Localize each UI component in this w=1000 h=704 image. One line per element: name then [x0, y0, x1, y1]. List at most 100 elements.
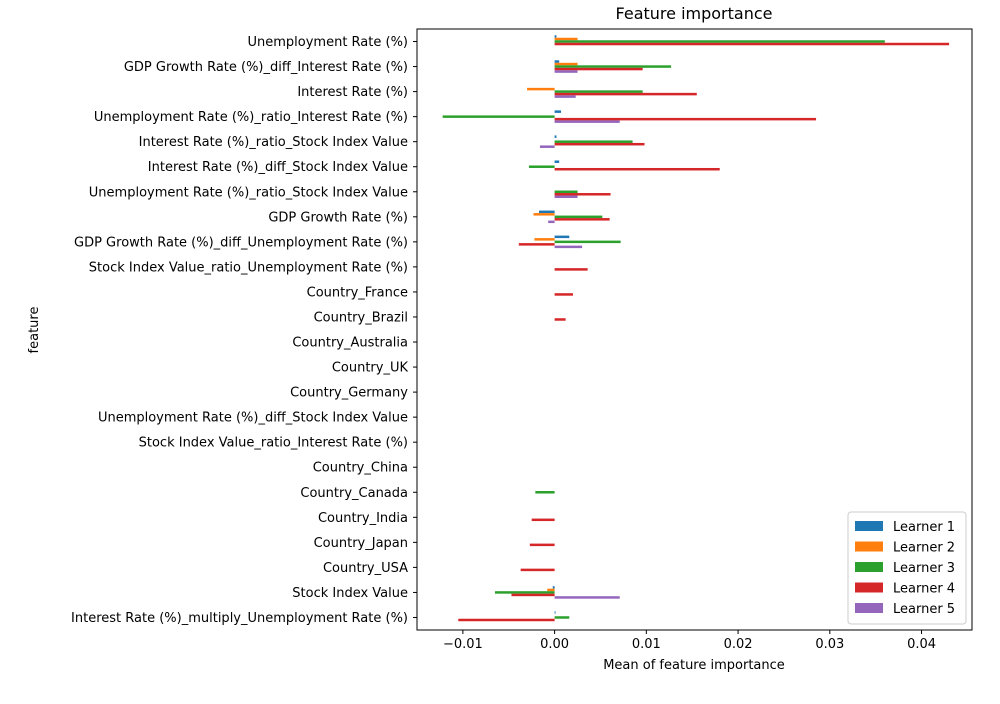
bar [554, 67, 643, 71]
y-tick-label: Unemployment Rate (%)_diff_Stock Index V… [98, 411, 408, 426]
y-tick-label: Unemployment Rate (%)_ratio_Interest Rat… [94, 110, 408, 125]
bar [511, 593, 555, 597]
legend-swatch [855, 603, 883, 613]
bar [547, 588, 555, 592]
x-axis-label: Mean of feature importance [603, 658, 785, 673]
bar [554, 160, 560, 163]
chart-title: Feature importance [616, 4, 773, 23]
bar [554, 142, 645, 146]
bar [554, 37, 578, 41]
y-tick-label: Country_UK [332, 361, 409, 376]
bar [554, 135, 557, 138]
y-tick-label: Interest Rate (%)_multiply_Unemployment … [71, 611, 408, 626]
y-tick-label: Interest Rate (%)_diff_Stock Index Value [148, 160, 408, 175]
y-tick-label: Interest Rate (%)_ratio_Stock Index Valu… [139, 135, 408, 150]
bar [554, 110, 562, 113]
bar [458, 618, 555, 622]
bar [494, 591, 555, 594]
bar [554, 35, 557, 38]
bar [520, 568, 555, 572]
bar [554, 95, 576, 98]
legend-swatch [855, 541, 883, 552]
y-tick-label: Unemployment Rate (%)_ratio_Stock Index … [89, 185, 408, 200]
legend-label: Learner 2 [893, 541, 955, 556]
bar [554, 117, 817, 121]
y-tick-label: Country_Germany [290, 386, 408, 401]
plot-frame [416, 28, 973, 631]
bar [535, 491, 555, 494]
bar [533, 213, 555, 216]
y-tick-label: GDP Growth Rate (%)_diff_Interest Rate (… [124, 60, 408, 75]
x-tick-label: −0.01 [443, 637, 483, 652]
y-tick-label: GDP Growth Rate (%) [268, 210, 408, 225]
bar [518, 243, 555, 246]
y-tick-label: GDP Growth Rate (%)_diff_Unemployment Ra… [74, 235, 408, 250]
bar [442, 115, 555, 118]
axes-layer: −0.01 0.00 0.01 0.02 0.03 0.04 Unemployment Ra… [71, 28, 973, 652]
bar [554, 293, 573, 296]
legend: Learner 1 Learner 2 Learner 3 Learner 4 Lear… [847, 511, 967, 625]
y-tick-label: Country_Australia [292, 336, 408, 351]
bar [554, 268, 588, 271]
bar [554, 42, 950, 46]
bar [554, 611, 556, 614]
bar [554, 616, 570, 619]
bar [554, 62, 578, 66]
bars-layer [442, 35, 950, 622]
bar [554, 167, 720, 171]
y-tick-label: Country_Brazil [314, 310, 408, 325]
bar [554, 215, 603, 219]
y-tick-label: Country_Japan [314, 536, 408, 551]
legend-box [847, 511, 967, 625]
bar [554, 245, 583, 249]
y-tick-label: Stock Index Value [292, 586, 408, 601]
bar [554, 92, 697, 96]
y-tick-label: Country_France [307, 285, 408, 300]
bar [534, 238, 555, 241]
bar [539, 210, 555, 214]
y-tick-label: Country_China [313, 461, 408, 476]
bar [548, 220, 555, 224]
x-tick-label: 0.03 [815, 637, 844, 652]
y-tick-label: Interest Rate (%) [297, 85, 408, 100]
legend-swatch [855, 521, 883, 531]
bar [554, 60, 560, 63]
legend-swatch [855, 582, 883, 593]
y-tick-label: Unemployment Rate (%) [248, 35, 409, 50]
bar [554, 218, 610, 221]
legend-label: Learner 3 [893, 561, 955, 576]
bar [528, 165, 555, 168]
y-axis-label: feature [27, 307, 42, 354]
bar [554, 120, 620, 123]
bar [554, 40, 885, 43]
bar [554, 65, 672, 68]
legend-label: Learner 1 [893, 520, 955, 535]
x-tick-label: 0.04 [907, 637, 936, 652]
bar [554, 235, 570, 239]
legend-label: Learner 4 [893, 582, 955, 597]
bar [554, 195, 578, 199]
legend-label: Learner 5 [893, 602, 955, 617]
bar [554, 240, 621, 244]
bar [554, 140, 633, 143]
bar [554, 70, 578, 73]
bar [527, 87, 555, 91]
legend-swatch [855, 562, 883, 572]
bar [554, 596, 620, 599]
bar [529, 543, 555, 547]
bar [552, 586, 555, 589]
bar [531, 518, 555, 522]
x-tick-label: 0.00 [540, 637, 569, 652]
x-tick-label: 0.01 [632, 637, 661, 652]
y-tick-label: Country_Canada [300, 486, 408, 501]
bar [554, 190, 578, 194]
y-tick-label: Stock Index Value_ratio_Interest Rate (%… [139, 436, 408, 451]
y-tick-label: Country_India [318, 511, 408, 526]
bar [554, 90, 643, 93]
x-tick-label: 0.02 [724, 637, 753, 652]
y-tick-label: Country_USA [323, 561, 408, 576]
y-tick-label: Stock Index Value_ratio_Unemployment Rat… [89, 260, 408, 275]
bar [554, 318, 566, 321]
